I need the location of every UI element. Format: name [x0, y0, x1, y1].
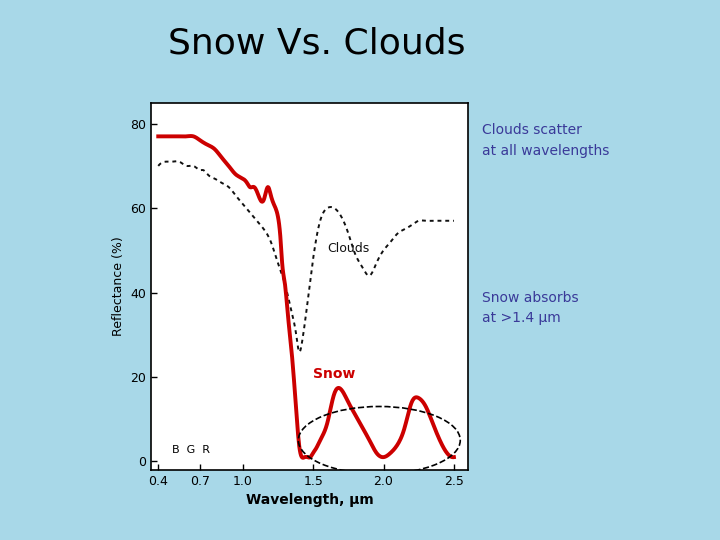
Text: Snow Vs. Clouds: Snow Vs. Clouds — [168, 27, 466, 61]
Text: Snow absorbs
at >1.4 μm: Snow absorbs at >1.4 μm — [482, 291, 579, 325]
Y-axis label: Reflectance (%): Reflectance (%) — [112, 237, 125, 336]
Text: Clouds: Clouds — [327, 241, 369, 254]
Text: Clouds scatter
at all wavelengths: Clouds scatter at all wavelengths — [482, 123, 610, 158]
Text: Snow: Snow — [313, 367, 356, 381]
Text: B  G  R: B G R — [172, 445, 210, 455]
X-axis label: Wavelength, μm: Wavelength, μm — [246, 493, 374, 507]
